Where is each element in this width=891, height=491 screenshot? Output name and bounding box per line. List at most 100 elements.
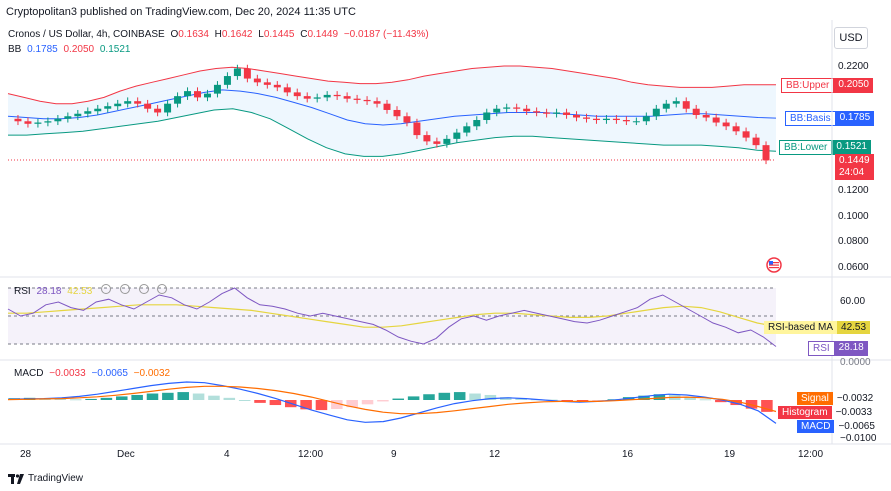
candle-body — [483, 112, 491, 121]
last-price-tag: 0.1449 24:04 — [835, 154, 874, 180]
bb-upper-tag-value: 0.2050 — [834, 78, 873, 93]
candle-body — [303, 96, 311, 99]
bb-legend[interactable]: BB 0.1785 0.2050 0.1521 — [8, 44, 133, 55]
candle-body — [124, 101, 132, 104]
tradingview-footer[interactable]: TradingView — [8, 473, 83, 484]
candle-body — [363, 99, 371, 102]
time-axis-label: 9 — [391, 449, 397, 460]
signal-tag-label: Signal — [797, 392, 833, 405]
candle-body — [34, 122, 42, 124]
candle-body — [243, 68, 251, 79]
candle-body — [343, 96, 351, 99]
macd-hist-bar — [146, 393, 159, 400]
rsi-line — [7, 287, 777, 347]
candle-body — [114, 103, 122, 107]
price-axis-label: 0.1200 — [838, 185, 869, 196]
candle-body — [592, 118, 600, 121]
macd-hist-bar — [331, 400, 343, 409]
rsi-legend-ma: 42.53 — [67, 286, 93, 297]
candle-body — [702, 114, 710, 118]
macd-hist-bar — [162, 392, 174, 400]
macd-hist-bar — [54, 398, 67, 400]
price-axis-label: 0.2200 — [838, 61, 869, 72]
bb-upper-tag: BB:Upper 0.2050 — [781, 78, 873, 93]
candle-body — [533, 111, 541, 113]
macd-hist-bar — [192, 393, 205, 400]
candle-body — [543, 112, 551, 114]
histogram-tag-value: −0.0033 — [831, 406, 877, 419]
macd-hist-bar — [254, 400, 266, 403]
bb-upper-line — [7, 65, 776, 105]
candle-body — [213, 84, 221, 94]
candle-body — [722, 122, 730, 127]
candle-body — [24, 121, 32, 124]
candle-body — [313, 97, 321, 99]
bb-legend-upper: 0.2050 — [63, 44, 95, 55]
macd-hist-bar — [208, 395, 220, 400]
macd-hist-bar — [761, 400, 773, 412]
indicator-option-icon[interactable] — [101, 284, 112, 294]
candle-body — [184, 91, 192, 97]
macd-tag-value: −0.0065 — [834, 420, 879, 433]
macd-hist-bar — [269, 400, 282, 406]
bb-lower-tag-label: BB:Lower — [779, 140, 833, 155]
bb-upper-tag-label: BB:Upper — [781, 78, 835, 93]
rsi-ma-tag-label: RSI-based MA — [764, 321, 838, 334]
macd-hist-bar — [638, 395, 650, 400]
time-axis-label: 19 — [724, 449, 736, 460]
candle-body — [692, 108, 700, 115]
candle-body — [563, 112, 571, 115]
rsi-tag: RSI 28.18 — [808, 341, 868, 356]
candle-body — [353, 98, 361, 100]
candle-body — [423, 135, 431, 142]
candle-body — [233, 68, 241, 77]
macd-legend[interactable]: MACD −0.0033 −0.0065 −0.0032 — [14, 368, 173, 379]
bb-basis-tag: BB:Basis 0.1785 — [785, 111, 875, 126]
symbol-title[interactable]: Cronos / US Dollar, 4h, COINBASE — [8, 29, 165, 40]
macd-hist-bar — [392, 398, 405, 400]
candle-body — [253, 78, 261, 83]
candle-body — [333, 94, 341, 97]
candle-body — [64, 116, 72, 119]
candle-body — [144, 103, 152, 109]
candle-body — [762, 145, 770, 161]
indicator-option-icon[interactable] — [119, 284, 130, 294]
candle-body — [433, 141, 441, 144]
macd-hist-bar — [300, 400, 312, 410]
histogram-tag: Histogram −0.0033 — [778, 406, 877, 419]
candle-body — [293, 92, 301, 97]
bb-legend-basis: 0.1785 — [27, 44, 58, 55]
open-value: 0.1634 — [178, 29, 209, 40]
macd-hist-bar — [699, 399, 712, 401]
currency-button[interactable]: USD — [834, 27, 868, 49]
bb-legend-name: BB — [8, 44, 22, 55]
macd-hist-bar — [69, 399, 82, 401]
candle-body — [403, 116, 411, 123]
tradingview-brand: TradingView — [28, 473, 84, 484]
time-axis-label: 4 — [224, 449, 230, 460]
candle-body — [44, 121, 52, 123]
us-flag-icon[interactable] — [764, 257, 784, 273]
macd-legend-hist: −0.0033 — [49, 368, 86, 379]
candle-body — [652, 108, 660, 117]
rsi-tag-value: 28.18 — [834, 341, 868, 356]
rsi-legend[interactable]: RSI 28.18 42.53 — [14, 284, 170, 297]
macd-hist-bar — [561, 400, 573, 401]
macd-hist-bar — [500, 397, 512, 400]
candle-body — [632, 121, 640, 123]
indicator-option-icon[interactable] — [157, 284, 168, 294]
candle-body — [174, 96, 182, 104]
indicator-option-icon[interactable] — [138, 284, 149, 294]
bb-basis-tag-value: 0.1785 — [835, 111, 875, 126]
candle-body — [642, 116, 650, 122]
macd-hist-bar — [85, 398, 97, 400]
candle-body — [622, 120, 630, 122]
candle-body — [104, 106, 112, 109]
candle-body — [383, 103, 391, 110]
macd-line — [7, 381, 777, 424]
countdown-value: 24:04 — [839, 167, 865, 178]
macd-hist-bar — [576, 400, 589, 402]
candle-body — [732, 126, 740, 132]
time-axis-label: 16 — [622, 449, 634, 460]
